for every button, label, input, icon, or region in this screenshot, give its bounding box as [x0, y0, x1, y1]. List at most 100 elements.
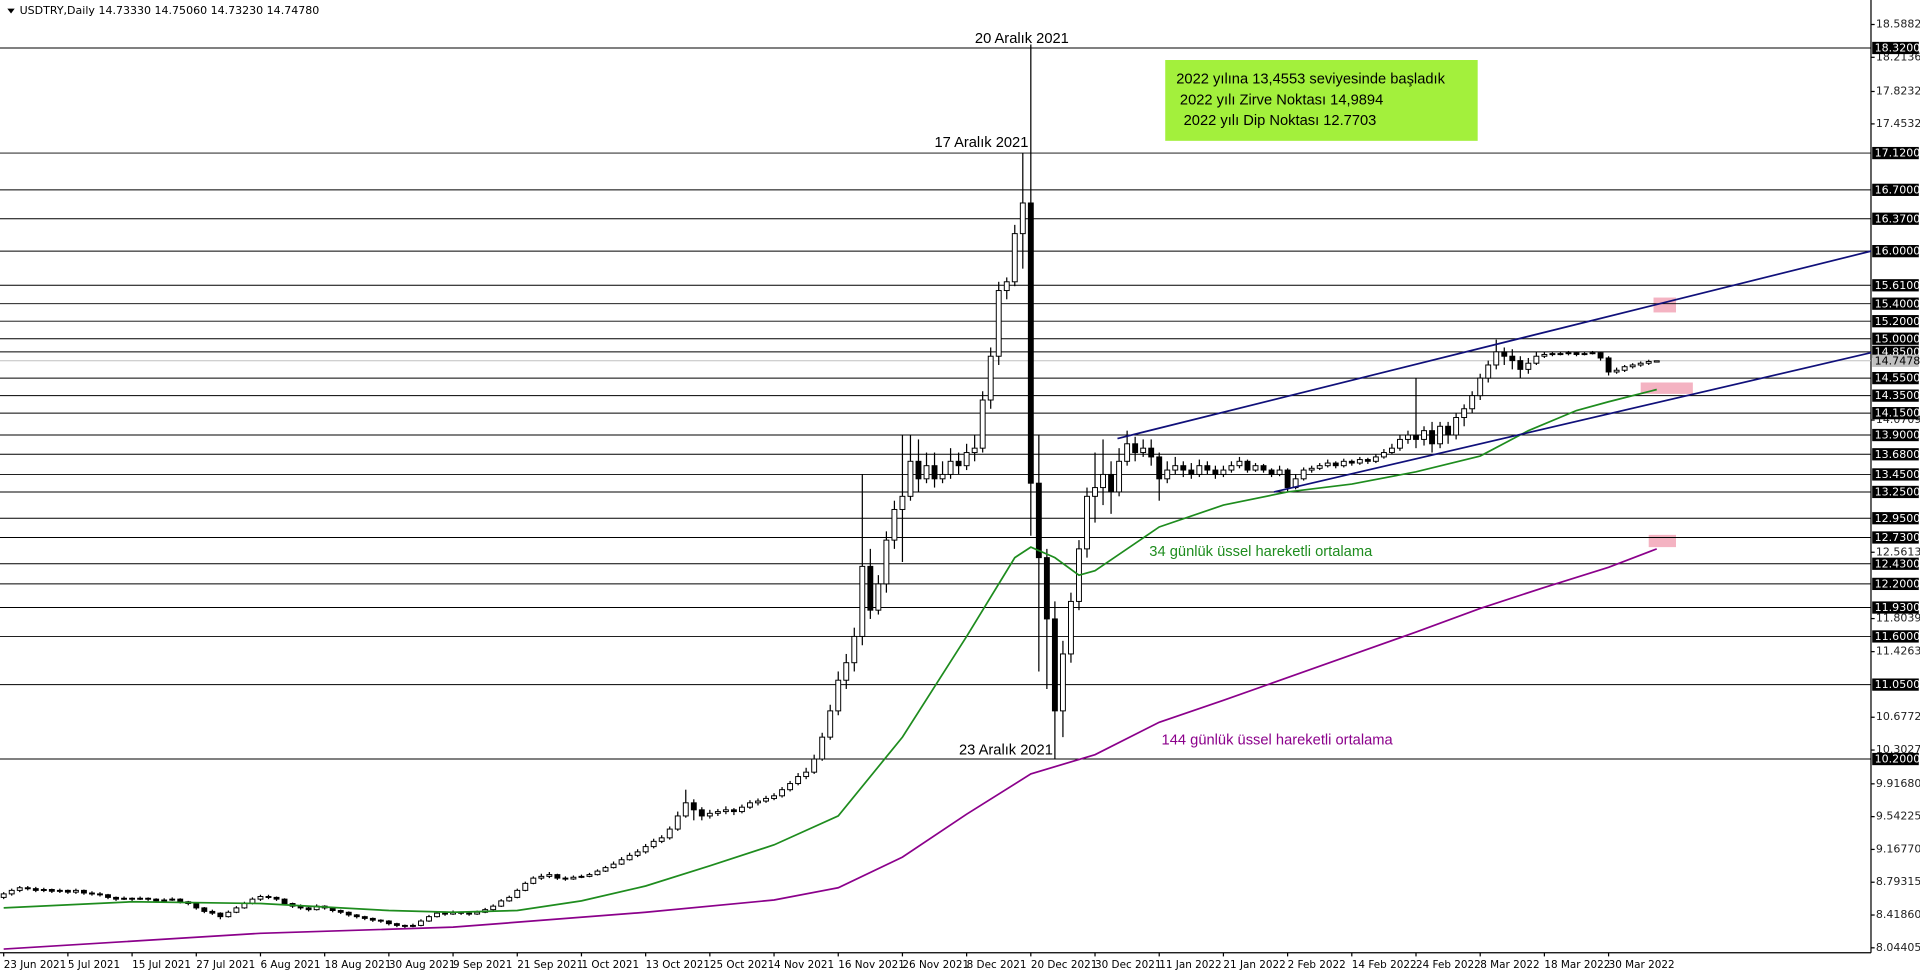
level-label: 16.70000	[1875, 183, 1920, 196]
candle-body	[1645, 360, 1652, 364]
candle-body	[1068, 600, 1074, 655]
zone	[1640, 382, 1693, 394]
candle-body	[1124, 443, 1131, 462]
candle-body	[426, 916, 432, 922]
candle-body	[121, 897, 127, 900]
candle-body	[690, 802, 697, 811]
candle-body	[666, 828, 673, 839]
candle-body	[217, 912, 224, 918]
candle-body	[907, 460, 914, 497]
candle-body	[1501, 351, 1508, 357]
candle-body	[939, 473, 946, 480]
candle-body	[1019, 202, 1026, 235]
candle-body	[642, 846, 649, 853]
y-tick-label: 8.79315	[1876, 875, 1920, 888]
level-label: 11.60000	[1875, 630, 1920, 643]
candle-body	[1356, 459, 1363, 464]
candle-body	[1108, 473, 1115, 493]
x-tick-label: 21 Jan 2022	[1223, 959, 1285, 971]
candle-body	[1156, 456, 1163, 480]
candle-body	[48, 889, 55, 892]
candle-body	[1372, 456, 1379, 462]
candle-body	[803, 771, 810, 778]
level-label-box	[1872, 485, 1919, 499]
candle-body	[602, 867, 609, 872]
y-tick-label: 9.54225	[1876, 810, 1920, 823]
x-tick-label: 23 Jun 2021	[4, 959, 67, 971]
x-tick-label: 27 Jul 2021	[196, 959, 255, 971]
candle-body	[827, 710, 834, 738]
candle-body	[1244, 460, 1251, 471]
trendline	[1117, 250, 1872, 440]
chart-title: USDTRY,Daily 14.73330 14.75060 14.73230 …	[20, 4, 320, 17]
candle-body	[915, 460, 922, 480]
y-tick-label: 11.42635	[1876, 645, 1920, 658]
candle-body	[89, 892, 95, 895]
candle-body	[634, 851, 641, 856]
candle-body	[281, 898, 288, 905]
trendline	[1273, 351, 1872, 493]
candle-body	[811, 758, 818, 773]
candle-body	[105, 894, 111, 898]
level-label-box	[1872, 245, 1919, 258]
candle-body	[867, 565, 874, 611]
level-label-box	[1872, 448, 1919, 461]
candle-body	[377, 919, 384, 922]
candle-body	[1268, 469, 1275, 475]
candle-body	[72, 889, 79, 893]
candle-body	[1051, 618, 1058, 712]
candle-body	[201, 907, 208, 912]
x-tick-label: 26 Nov 2021	[902, 959, 969, 971]
candle-body	[514, 889, 521, 898]
candle-body	[1653, 360, 1660, 363]
level-label-box	[1872, 389, 1919, 402]
candle-body	[273, 896, 280, 900]
candle-body	[739, 806, 745, 813]
candle-body	[626, 854, 633, 861]
annotation: 17 Aralık 2021	[934, 135, 1028, 151]
candle-body	[153, 898, 160, 902]
candle-body	[393, 923, 400, 926]
candle-body	[747, 802, 753, 808]
candle-body	[1605, 357, 1612, 373]
x-tick-label: 20 Dec 2021	[1031, 959, 1098, 971]
candle-body	[145, 897, 152, 900]
candle-body	[530, 877, 537, 884]
candle-body	[1164, 469, 1171, 480]
candle-body	[578, 875, 585, 878]
candle-body	[875, 583, 882, 611]
candle-body	[369, 917, 376, 921]
candle-body	[24, 887, 31, 890]
x-tick-label: 21 Sep 2021	[517, 959, 583, 971]
candle-body	[64, 889, 71, 893]
level-label-box	[1872, 41, 1919, 55]
x-tick-label: 5 Jul 2021	[68, 959, 120, 971]
level-label-box	[1872, 678, 1919, 691]
note-line: 2022 yılına 13,4553 seviyesinde başladık	[1176, 71, 1445, 87]
candle-body	[1541, 353, 1548, 357]
x-tick-label: 11 Jan 2022	[1159, 959, 1221, 971]
zone	[1648, 534, 1676, 548]
candle-body	[169, 898, 176, 901]
candle-body	[1589, 352, 1596, 355]
candle-body	[562, 877, 569, 880]
candle-body	[353, 914, 360, 918]
x-tick-label: 4 Nov 2021	[774, 959, 834, 971]
candle-body	[730, 809, 737, 813]
candle-body	[498, 900, 505, 907]
candle-body	[1100, 473, 1106, 489]
candle-body	[522, 882, 529, 891]
ma-label: 144 günlük üssel hareketli ortalama	[1162, 733, 1394, 749]
candle-body	[1228, 465, 1235, 471]
candle-body	[1445, 425, 1452, 436]
level-label: 13.25000	[1875, 486, 1920, 499]
candle-body	[177, 898, 184, 903]
candle-body	[859, 565, 866, 637]
level-label-box	[1872, 212, 1919, 225]
level-label: 14.15000	[1875, 407, 1920, 420]
candle-body	[971, 447, 978, 454]
ma-label: 34 günlük üssel hareketli ortalama	[1149, 544, 1373, 560]
y-tick-label: 17.82320	[1876, 84, 1920, 97]
candle-body	[1340, 460, 1347, 467]
